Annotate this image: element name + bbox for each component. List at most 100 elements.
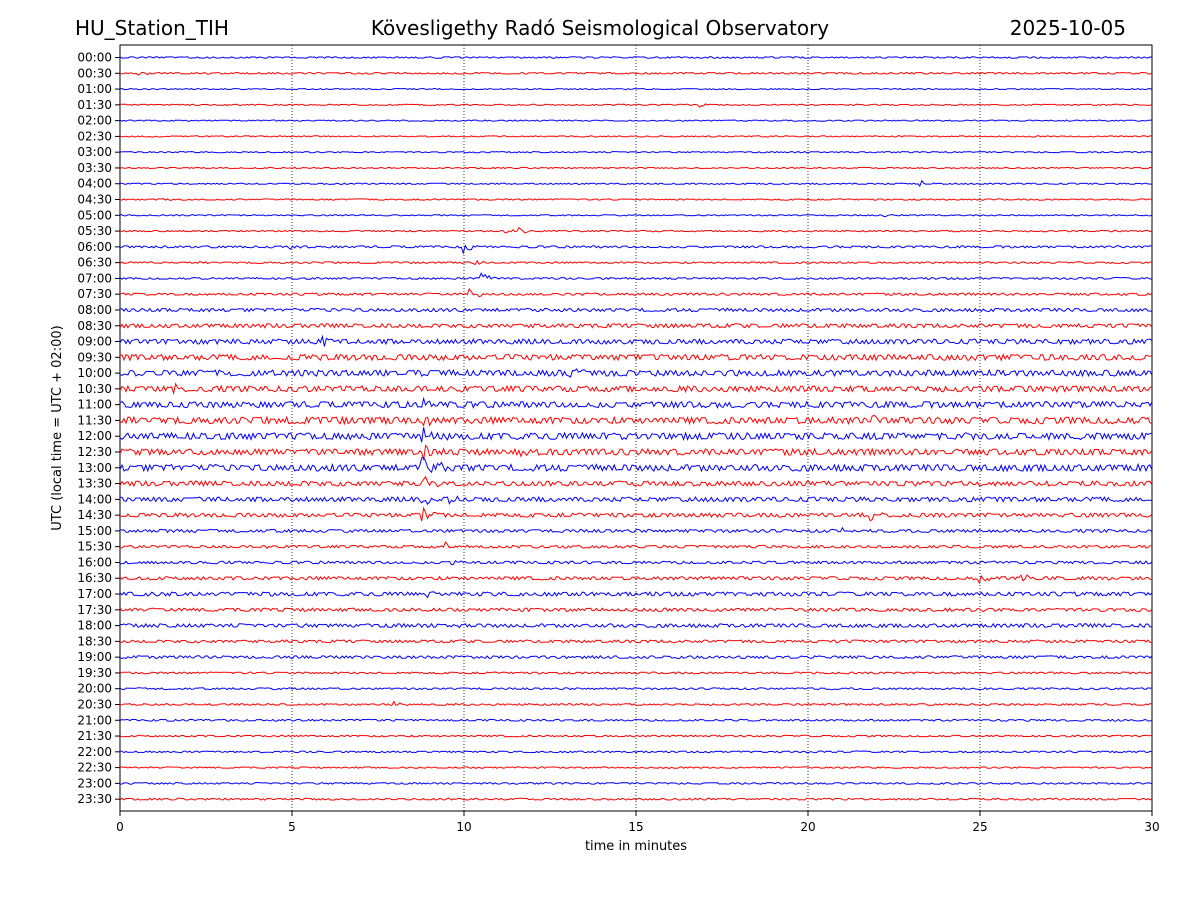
seismic-trace [119,456,1153,474]
x-tick-label: 20 [800,820,815,834]
seismic-trace [119,226,1153,234]
y-tick-label: 22:00 [77,745,112,759]
y-tick-label: 00:30 [77,66,112,80]
x-tick-label: 5 [288,820,296,834]
seismic-trace [120,198,1153,201]
y-tick-label: 12:00 [77,429,112,443]
seismic-trace [119,322,1153,329]
y-tick-label: 06:30 [77,256,112,270]
y-tick-label: 14:30 [77,508,112,522]
seismic-trace [119,135,1153,138]
y-tick-label: 07:30 [77,287,112,301]
y-tick-label: 23:00 [77,776,112,790]
seismic-trace [119,700,1153,707]
seismic-trace [120,559,1153,566]
seismic-trace [119,213,1153,218]
x-axis-label: time in minutes [585,839,687,854]
seismic-trace [119,71,1153,76]
seismic-trace [119,272,1153,280]
seismic-trace [119,655,1153,660]
x-tick-label: 25 [972,820,987,834]
y-tick-label: 11:30 [77,413,112,427]
y-tick-label: 19:00 [77,650,112,664]
seismic-trace [119,396,1153,410]
y-tick-label: 03:30 [77,161,112,175]
y-tick-label: 12:30 [77,445,112,459]
y-tick-label: 11:00 [77,398,112,412]
seismic-trace [119,574,1152,585]
x-tick-label: 30 [1144,820,1159,834]
seismic-trace [119,353,1153,362]
y-tick-label: 14:00 [77,492,112,506]
y-tick-label: 02:00 [77,114,112,128]
seismic-trace [119,427,1153,443]
seismic-trace [119,639,1153,644]
y-tick-label: 02:30 [77,129,112,143]
y-tick-label: 15:30 [77,540,112,554]
y-tick-label: 10:00 [77,366,112,380]
seismic-trace [119,259,1153,266]
y-tick-label: 01:00 [77,82,112,96]
y-tick-label: 18:00 [77,619,112,633]
seismic-trace [119,607,1153,613]
seismic-trace [119,766,1153,769]
seismic-trace [119,307,1153,313]
y-tick-label: 10:30 [77,382,112,396]
seismic-trace [119,87,1153,91]
seismic-trace [119,622,1153,629]
y-tick-label: 03:00 [77,145,112,159]
seismic-trace [119,526,1153,534]
seismic-trace [119,671,1153,675]
y-tick-label: 05:30 [77,224,112,238]
y-tick-label: 07:00 [77,271,112,285]
y-axis-label: UTC (local time = UTC + 02:00) [50,325,65,530]
y-tick-label: 01:30 [77,98,112,112]
seismic-trace [119,506,1153,522]
seismic-trace [119,750,1153,754]
y-tick-label: 05:00 [77,208,112,222]
y-tick-label: 13:30 [77,477,112,491]
y-tick-label: 08:00 [77,303,112,317]
y-tick-label: 09:30 [77,350,112,364]
y-tick-label: 18:30 [77,634,112,648]
y-tick-label: 20:00 [77,682,112,696]
seismic-trace [119,591,1153,599]
seismic-trace [119,166,1153,170]
y-tick-label: 06:00 [77,240,112,254]
y-tick-label: 16:30 [77,571,112,585]
seismic-trace [119,288,1153,298]
seismic-trace [119,119,1153,122]
seismic-trace [120,151,1153,154]
seismic-trace [119,368,1153,378]
observatory-title: Kövesligethy Radó Seismological Observat… [370,16,830,40]
y-tick-label: 04:30 [77,193,112,207]
seismic-trace [119,444,1153,461]
x-tick-label: 15 [628,820,643,834]
y-tick-label: 04:00 [77,177,112,191]
y-tick-label: 15:00 [77,524,112,538]
y-tick-label: 21:30 [77,729,112,743]
seismic-trace [119,179,1153,187]
y-tick-label: 17:00 [77,587,112,601]
seismic-trace [119,797,1153,801]
seismic-trace [119,495,1153,505]
station-name: HU_Station_TIH [75,16,229,40]
seismic-trace [119,382,1153,396]
x-tick-label: 10 [456,820,471,834]
seismic-trace [119,718,1153,722]
y-tick-label: 17:30 [77,603,112,617]
y-tick-label: 19:30 [77,666,112,680]
seismic-trace [119,334,1153,347]
y-tick-label: 22:30 [77,761,112,775]
y-tick-label: 20:30 [77,697,112,711]
seismic-trace [119,56,1153,59]
y-tick-label: 21:00 [77,713,112,727]
seismic-trace [119,414,1153,427]
seismic-trace [119,734,1153,738]
record-date: 2025-10-05 [1009,16,1126,40]
seismic-trace [119,541,1153,550]
y-tick-label: 13:00 [77,461,112,475]
y-tick-label: 23:30 [77,792,112,806]
